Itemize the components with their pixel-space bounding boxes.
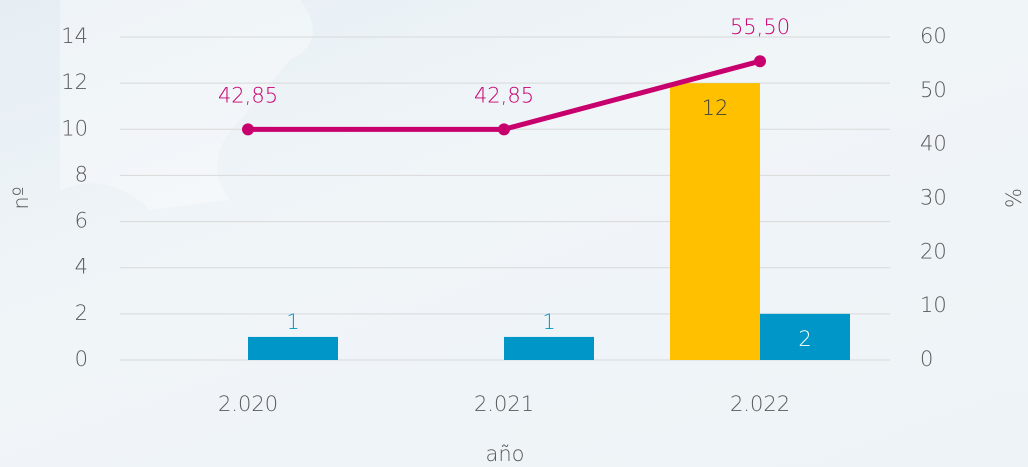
y-tick-label: 8 (75, 162, 88, 186)
y2-tick-label: 30 (920, 186, 947, 210)
y2-tick-label: 0 (920, 347, 933, 371)
y-tick-label: 0 (75, 347, 88, 371)
line-marker (754, 55, 766, 67)
line-marker (498, 123, 510, 135)
y-tick-label: 12 (61, 70, 88, 94)
bar (248, 337, 338, 360)
y2-tick-label: 40 (920, 132, 947, 156)
y-tick-label: 10 (61, 116, 88, 140)
data-label: 42,85 (474, 83, 534, 107)
data-label: 42,85 (218, 83, 278, 107)
data-label: 55,50 (730, 15, 790, 39)
data-label: 12 (702, 96, 729, 120)
y2-tick-label: 20 (920, 239, 947, 263)
data-label: 1 (542, 310, 555, 334)
bar (670, 83, 760, 360)
bar (504, 337, 594, 360)
y-tick-label: 6 (75, 209, 88, 233)
y-tick-label: 14 (61, 24, 88, 48)
y-tick-label: 2 (75, 301, 88, 325)
data-label: 2 (798, 327, 811, 351)
x-tick-label: 2.020 (218, 392, 278, 416)
y2-tick-label: 50 (920, 78, 947, 102)
y2-axis-label: % (1002, 188, 1026, 208)
x-tick-label: 2.022 (730, 392, 790, 416)
y2-tick-label: 60 (920, 24, 947, 48)
data-label: 1 (286, 310, 299, 334)
y2-tick-label: 10 (920, 293, 947, 317)
line-marker (242, 123, 254, 135)
y-tick-label: 4 (75, 255, 88, 279)
x-axis-label: año (485, 442, 524, 466)
y-axis-label: nº (9, 186, 33, 209)
x-tick-label: 2.021 (474, 392, 534, 416)
chart: año nº % 0246810121401020304050602.0202.… (0, 0, 1028, 467)
